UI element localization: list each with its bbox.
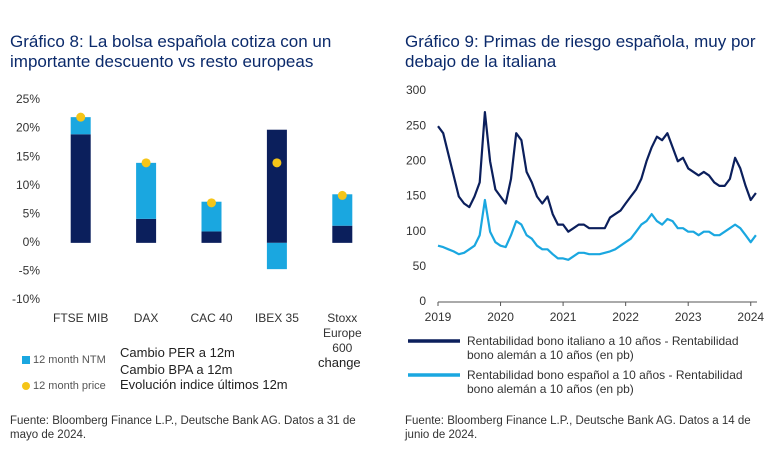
bar-segment — [136, 162, 157, 219]
y-tick-label: 250 — [406, 118, 426, 132]
x-tick-label: FTSE MIB — [53, 311, 109, 325]
legend-note: Cambio BPA a 12m — [120, 362, 233, 377]
y-tick-label: 15% — [16, 149, 40, 163]
y-tick-label: 5% — [23, 206, 41, 220]
legend-note: Evolución indice últimos 12m — [120, 377, 288, 392]
y-tick-label: 20% — [16, 121, 40, 135]
y-tick-label: 150 — [406, 189, 426, 203]
x-tick-label: Stoxx Europe 600 — [322, 311, 362, 355]
x-tick-label: CAC 40 — [190, 311, 233, 325]
series-line — [437, 198, 757, 261]
y-tick-label: -5% — [19, 264, 41, 278]
bar-segment — [266, 242, 287, 270]
x-tick-label: 2023 — [675, 310, 702, 324]
bar-segment — [332, 225, 353, 243]
chart-title: Gráfico 8: La bolsa española cotiza con … — [10, 32, 332, 71]
y-tick-label: 25% — [16, 92, 40, 106]
legend-label: Rentabilidad bono español a 10 años - Re… — [467, 368, 743, 396]
bar-segment — [136, 218, 157, 243]
legend-label: Rentabilidad bono italiano a 10 años - R… — [467, 334, 739, 362]
bar-segment — [70, 134, 91, 243]
y-tick-label: 300 — [406, 83, 426, 97]
source-note: Fuente: Bloomberg Finance L.P., Deutsche… — [405, 415, 751, 441]
price-dot — [76, 112, 86, 122]
price-dot — [337, 190, 347, 200]
y-tick-label: 50 — [413, 259, 427, 273]
x-tick-label: 2021 — [550, 310, 577, 324]
legend-marker — [22, 356, 30, 364]
price-dot — [272, 158, 282, 168]
series-line — [437, 111, 757, 233]
x-tick-label: 2024 — [737, 310, 764, 324]
legend-marker — [22, 382, 30, 390]
y-tick-label: -10% — [12, 292, 40, 306]
bar-segment — [201, 231, 222, 243]
bar-segment — [266, 129, 287, 243]
x-tick-label: 2019 — [425, 310, 452, 324]
bar-segment — [201, 201, 222, 232]
y-tick-label: 10% — [16, 178, 40, 192]
bar-segment — [332, 194, 353, 226]
chart-title: Gráfico 9: Primas de riesgo española, mu… — [405, 32, 756, 71]
bar-segment — [70, 117, 91, 135]
y-tick-label: 0 — [419, 294, 426, 308]
y-tick-label: 100 — [406, 224, 426, 238]
x-tick-label: 2022 — [612, 310, 639, 324]
price-dot — [207, 198, 216, 208]
x-tick-label: 2020 — [487, 310, 514, 324]
y-tick-label: 0% — [23, 235, 41, 249]
legend-note: change — [318, 355, 361, 370]
source-note: Fuente: Bloomberg Finance L.P., Deutsche… — [10, 415, 356, 441]
x-tick-label: IBEX 35 — [254, 311, 299, 325]
legend-label: 12 month price — [33, 380, 106, 392]
legend-label: 12 month NTM — [33, 354, 106, 366]
legend-note: Cambio PER a 12m — [120, 345, 235, 360]
price-dot — [141, 158, 151, 168]
y-tick-label: 200 — [406, 154, 426, 168]
x-tick-label: DAX — [133, 311, 159, 325]
